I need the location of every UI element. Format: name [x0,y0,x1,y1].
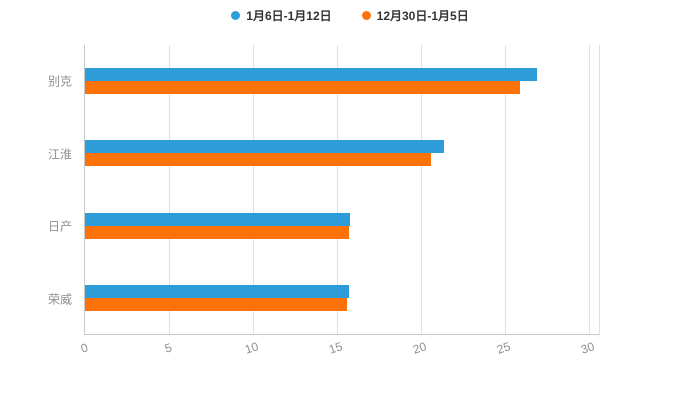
x-tick-label: 10 [243,339,261,357]
y-category-label: 荣威 [47,292,72,307]
bar-series1-江淮 [85,140,445,154]
gridline [168,45,170,334]
x-tick-label: 5 [162,340,174,356]
x-tick-label: 30 [579,339,597,357]
y-category-label: 日产 [47,219,72,234]
gridline [336,45,338,334]
y-category-label: 别克 [47,74,72,89]
x-tick-label: 15 [327,339,345,357]
bar-series2-日产 [85,225,349,239]
bar-series2-荣威 [85,297,348,311]
legend-label-series2: 12月30日-1月5日 [376,9,469,23]
plot-area: 0 5 10 15 20 25 30 [79,45,600,357]
bar-series1-别克 [85,68,537,82]
x-tick-label: 0 [78,340,90,356]
gridline [252,45,254,334]
category-axis: 别克 江淮 日产 荣威 [0,45,78,335]
y-category-label: 江淮 [47,147,72,162]
gridline [588,45,590,334]
bar-series1-日产 [85,212,351,226]
legend-marker-circle-series2 [361,11,371,20]
chart-legend: 1月6日-1月12日 12月30日-1月5日 [0,7,700,24]
gridline [504,45,506,334]
x-tick-label: 25 [495,339,513,357]
x-tick-label: 20 [411,339,429,357]
legend-label-series1: 1月6日-1月12日 [246,9,332,23]
legend-marker-circle-series1 [231,11,241,20]
legend-item-series2[interactable]: 12月30日-1月5日 [361,7,469,24]
bar-series2-别克 [85,81,521,95]
bar-series2-江淮 [85,153,432,167]
legend-item-series1[interactable]: 1月6日-1月12日 [231,7,332,24]
bar-series1-荣威 [85,284,349,298]
gridline [420,45,422,334]
